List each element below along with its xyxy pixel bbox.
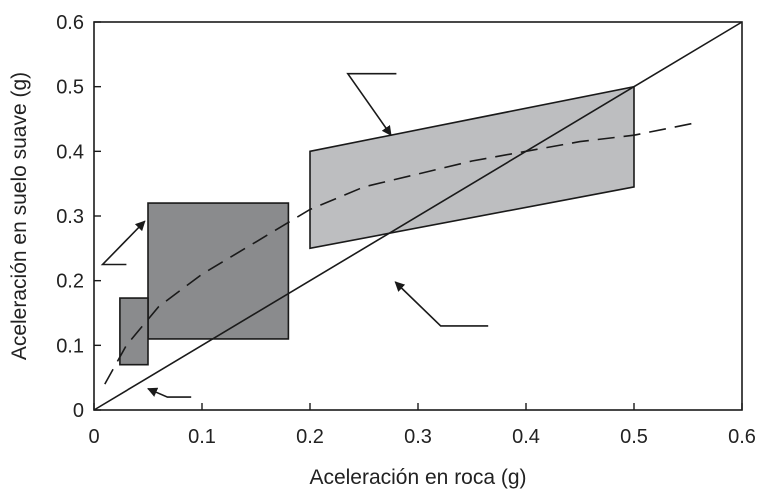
callout-arrow-2 — [100, 220, 146, 266]
region-2-dark — [147, 202, 290, 340]
callout-arrow-1 — [346, 72, 397, 137]
callout-arrow-3 — [147, 387, 192, 398]
y-tick-label: 0 — [73, 400, 84, 422]
callout-arrow-4 — [394, 281, 489, 327]
x-tick-label: 0.2 — [296, 426, 324, 448]
trend-line — [104, 121, 699, 385]
reference-line — [93, 21, 743, 411]
y-tick-label: 0.1 — [56, 335, 84, 357]
y-axis-label: Aceleración en suelo suave (g) — [8, 72, 31, 360]
x-tick-label: 0.3 — [404, 426, 432, 448]
y-tick-label: 0.5 — [56, 77, 84, 99]
x-tick-label: 0.1 — [188, 426, 216, 448]
region-1-light — [309, 85, 635, 250]
x-axis-label: Aceleración en roca (g) — [309, 466, 526, 489]
y-tick-label: 0.3 — [56, 206, 84, 228]
x-tick-label: 0.4 — [512, 426, 540, 448]
region-3-dark — [119, 297, 149, 366]
x-tick-label: 0.5 — [620, 426, 648, 448]
y-tick-label: 0.2 — [56, 271, 84, 293]
x-tick-label: 0 — [88, 426, 99, 448]
y-tick-label: 0.4 — [56, 141, 84, 163]
x-tick-label: 0.6 — [728, 426, 756, 448]
y-tick-label: 0.6 — [56, 12, 84, 34]
